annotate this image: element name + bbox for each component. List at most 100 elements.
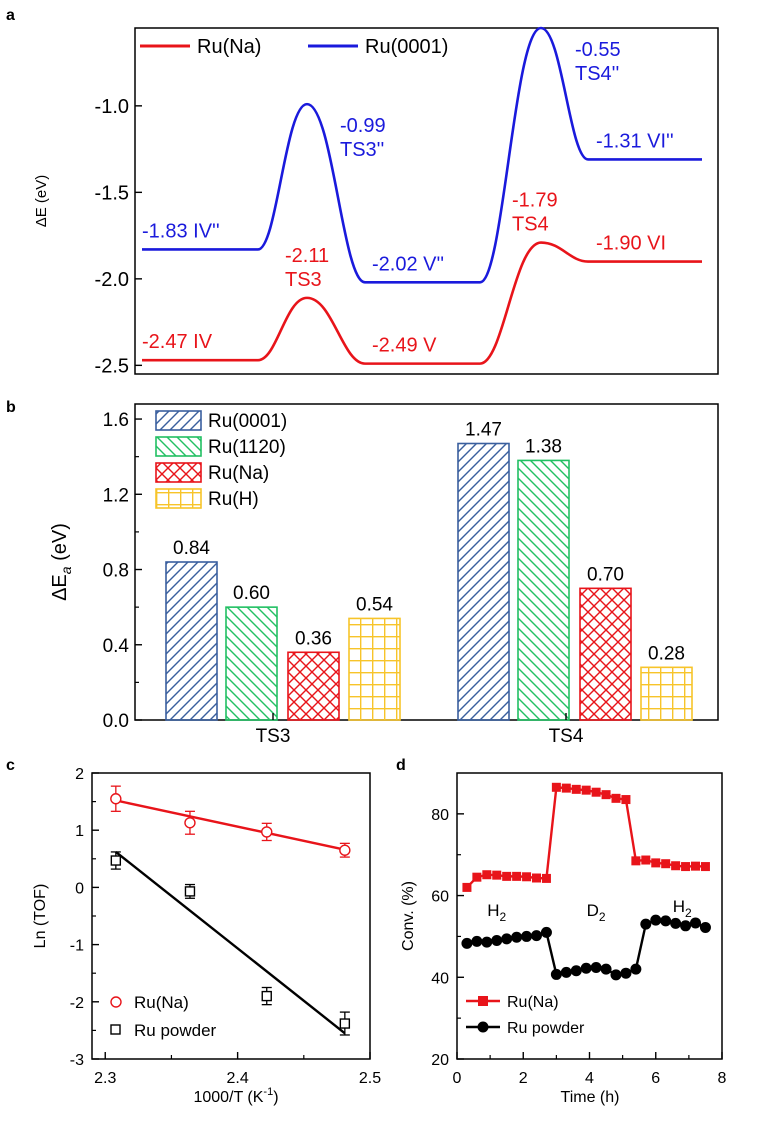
data-point-ru-powder bbox=[690, 917, 701, 929]
ts-value-ru-na: -2.11 bbox=[285, 245, 329, 267]
data-point-ru-powder bbox=[110, 855, 122, 866]
legend-marker-ru-na bbox=[110, 996, 122, 1008]
data-point-ru-na bbox=[611, 793, 621, 803]
data-point-ru-powder bbox=[550, 968, 562, 980]
legend-marker-ru-powder-d bbox=[477, 1021, 489, 1033]
data-point-ru-powder bbox=[680, 920, 692, 932]
panel-c-xlabel: 1000/T (K-1) bbox=[193, 1086, 278, 1106]
data-point-ru-na bbox=[541, 873, 551, 883]
bar-ts4-ru1120 bbox=[517, 459, 570, 721]
bar-value-label: 0.28 bbox=[648, 643, 685, 664]
panel-c-ylabel: Ln (TOF) bbox=[32, 884, 49, 949]
legend-label-ru-na-c: Ru(Na) bbox=[134, 993, 189, 1012]
panel-letter-d: d bbox=[396, 757, 406, 774]
bar-ts4-ruh bbox=[640, 666, 693, 721]
data-point-ru-na bbox=[641, 855, 651, 865]
panel-b-ytick-label: 0.8 bbox=[103, 561, 129, 582]
panel-b-category-label: TS3 bbox=[256, 726, 291, 747]
data-point-ru-powder bbox=[471, 935, 483, 947]
legend-swatch-runa bbox=[155, 462, 202, 483]
data-point-ru-na bbox=[339, 844, 351, 856]
energy-curve-ru0001 bbox=[142, 26, 702, 284]
state-label-ru-na: -1.90 VI bbox=[596, 233, 666, 255]
data-point-ru-na bbox=[462, 882, 472, 892]
data-point-ru-powder bbox=[540, 926, 552, 938]
data-point-ru-powder bbox=[580, 962, 592, 974]
legend-label-ru0001: Ru(0001) bbox=[208, 411, 287, 432]
panel-a-ytick-label: -2.0 bbox=[95, 269, 129, 291]
state-label-ru-na: -2.49 V bbox=[372, 335, 437, 357]
data-point-ru-na bbox=[512, 871, 522, 881]
panel-c-arrhenius: Ln (TOF) 1000/T (K-1) 2.3 2.4 2.5 -3 -2 -1 0 1 2… bbox=[32, 766, 381, 1106]
panel-d-xtick-label: 2 bbox=[519, 1070, 528, 1087]
gas-annotation: H2 bbox=[673, 897, 692, 920]
panel-d-ytick-label: 60 bbox=[431, 889, 449, 906]
data-point-ru-na bbox=[651, 858, 661, 868]
legend-swatch-ru1120 bbox=[155, 436, 202, 457]
panel-c-ytick-label: -1 bbox=[70, 938, 84, 955]
panel-letter-c: c bbox=[6, 757, 15, 774]
panel-c-ytick-label: 0 bbox=[75, 880, 84, 897]
data-point-ru-na bbox=[482, 870, 492, 880]
bar-value-label: 0.70 bbox=[587, 564, 624, 585]
state-label-ru0001: -2.02 V'' bbox=[372, 253, 444, 275]
panel-b-ytick-label: 0.4 bbox=[103, 636, 130, 657]
ts-name-ru0001: TS4'' bbox=[575, 63, 619, 85]
data-point-ru-na bbox=[184, 817, 196, 829]
data-point-ru-na bbox=[532, 873, 541, 883]
bar-ts4-ru0001 bbox=[457, 442, 510, 721]
legend-marker-ru-na-d bbox=[478, 996, 488, 1006]
panel-a-energy-profile: ΔE (eV) -1.0 -1.5 -2.0 -2.5 -2.47 IV -2.49 V… bbox=[33, 26, 719, 377]
data-point-ru-na bbox=[591, 787, 601, 797]
bar-ts3-ru1120 bbox=[225, 606, 278, 721]
panel-b-frame bbox=[134, 403, 719, 721]
panel-c-ytick-label: -3 bbox=[70, 1052, 84, 1069]
data-point-ru-powder bbox=[511, 931, 523, 943]
data-point-ru-powder bbox=[491, 935, 503, 947]
state-label-ru0001: -1.83 IV'' bbox=[142, 220, 220, 242]
data-point-ru-powder bbox=[640, 918, 652, 930]
data-point-ru-powder bbox=[630, 963, 642, 975]
bar-ts3-ruh bbox=[348, 617, 401, 721]
panel-c-frame bbox=[91, 772, 371, 1060]
legend-marker-ru-powder bbox=[110, 1024, 121, 1035]
panel-d-ytick-label: 80 bbox=[431, 807, 449, 824]
data-point-ru-powder bbox=[699, 921, 711, 933]
data-point-ru-na bbox=[551, 782, 561, 792]
data-point-ru-powder bbox=[339, 1018, 351, 1029]
legend-label-ruh: Ru(H) bbox=[208, 489, 259, 510]
energy-curve-ru-na bbox=[142, 241, 702, 365]
legend-label-ru-powder-c: Ru powder bbox=[134, 1021, 217, 1040]
data-point-ru-na bbox=[621, 795, 631, 805]
legend-label-ru-na-d: Ru(Na) bbox=[507, 994, 559, 1011]
data-point-ru-powder bbox=[590, 961, 602, 973]
data-point-ru-na bbox=[581, 785, 591, 795]
data-point-ru-na bbox=[502, 871, 512, 881]
bar-value-label: 0.54 bbox=[356, 594, 393, 615]
fit-line-ru-powder bbox=[115, 850, 346, 1035]
panel-a-ylabel: ΔE (eV) bbox=[33, 175, 50, 228]
data-point-ru-na bbox=[691, 861, 700, 871]
panel-d-xtick-label: 4 bbox=[585, 1070, 594, 1087]
data-point-ru-powder bbox=[560, 966, 572, 978]
gas-annotation: D2 bbox=[587, 901, 606, 924]
legend-label-ru-na: Ru(Na) bbox=[197, 36, 261, 58]
data-point-ru-powder bbox=[531, 930, 542, 942]
panel-c-xtick-label: 2.3 bbox=[94, 1070, 116, 1087]
gas-annotation: H2 bbox=[487, 901, 506, 924]
ts-value-ru0001: -0.55 bbox=[575, 39, 621, 61]
data-point-ru-powder bbox=[620, 967, 632, 979]
panel-c-xtick-label: 2.4 bbox=[226, 1070, 248, 1087]
data-point-ru-powder bbox=[521, 930, 533, 942]
panel-a-ytick-label: -2.5 bbox=[95, 355, 129, 377]
data-point-ru-powder bbox=[461, 937, 473, 949]
data-point-ru-na bbox=[671, 861, 681, 871]
panel-d-ylabel: Conv. (%) bbox=[400, 881, 417, 951]
data-point-ru-na bbox=[700, 862, 710, 872]
data-point-ru-na bbox=[522, 872, 532, 882]
bar-value-label: 0.84 bbox=[173, 538, 210, 559]
data-point-ru-powder bbox=[570, 965, 582, 977]
data-point-ru-na bbox=[561, 783, 571, 793]
